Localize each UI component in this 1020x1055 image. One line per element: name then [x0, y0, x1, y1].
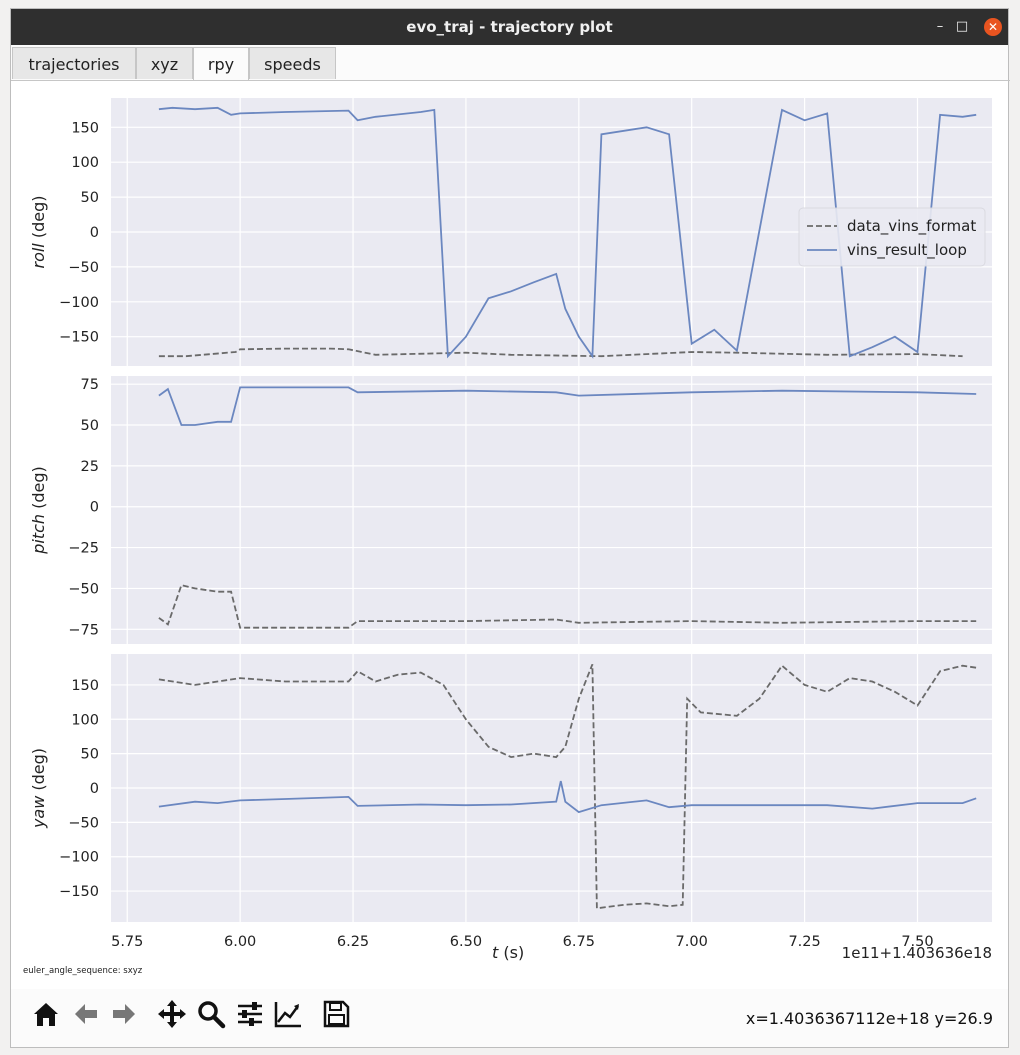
x-tick-label: 7.00: [676, 934, 708, 950]
pitch-series-data-vins-format: [158, 584, 977, 629]
pitch-y-axis-label: pitch (deg): [29, 466, 48, 555]
legend-label-data-vins-format: data_vins_format: [847, 217, 976, 236]
euler-sequence-footnote: euler_angle_sequence: sxyz: [23, 966, 143, 976]
tab-trajectories[interactable]: trajectories: [12, 47, 136, 79]
title-bar: evo_traj - trajectory plot – □ ✕: [11, 9, 1008, 45]
zoom-icon[interactable]: [196, 999, 226, 1029]
yaw-series-data-vins-format: [158, 663, 977, 910]
axes-layer: 150 100 50 0 −50 −100 −150 roll (deg) 75 50 25 0 −25…: [29, 98, 992, 950]
yaw-series-vins-result-loop: [158, 780, 977, 814]
save-icon[interactable]: [321, 999, 351, 1029]
plot-panel: 150 100 50 0 −50 −100 −150 roll (deg) 75 50 25 0 −25…: [11, 80, 1010, 991]
x-tick-label: 7.50: [901, 934, 933, 950]
pitch-y-tick-label: −25: [68, 541, 99, 557]
pitch-y-tick-label: 25: [81, 459, 99, 475]
edit-axis-icon[interactable]: [273, 999, 303, 1029]
yaw-y-tick-label: −100: [59, 850, 99, 866]
x-offset-label: 1e11+1.403636e18: [842, 944, 992, 962]
yaw-y-axis-label: yaw (deg): [29, 748, 48, 829]
rpy-figure[interactable]: 150 100 50 0 −50 −100 −150 roll (deg) 75 50 25 0 −25…: [11, 81, 1008, 990]
pitch-subplot: 75 50 25 0 −25 −50 −75 pitch (deg): [29, 376, 992, 644]
pitch-y-tick-label: 75: [81, 377, 99, 393]
yaw-y-tick-label: 50: [81, 747, 99, 763]
tab-speeds[interactable]: speeds: [249, 47, 336, 79]
x-tick-label: 5.75: [111, 934, 143, 950]
roll-y-tick-label: −150: [59, 330, 99, 346]
x-tick-label: 6.50: [450, 934, 482, 950]
x-tick-label: 6.00: [224, 934, 256, 950]
app-window: evo_traj - trajectory plot – □ ✕ traject…: [10, 8, 1010, 1048]
x-tick-label: 6.25: [337, 934, 369, 950]
tab-xyz[interactable]: xyz: [136, 47, 193, 79]
close-icon[interactable]: ✕: [984, 18, 1002, 36]
forward-icon[interactable]: [109, 999, 139, 1029]
pitch-y-tick-label: 50: [81, 418, 99, 434]
roll-y-tick-label: 0: [90, 225, 99, 241]
roll-y-tick-label: 150: [71, 120, 99, 136]
yaw-y-tick-label: −150: [59, 884, 99, 900]
yaw-y-tick-label: −50: [68, 815, 99, 831]
yaw-y-tick-label: 100: [71, 712, 99, 728]
roll-y-axis-label: roll (deg): [29, 196, 48, 269]
pitch-y-tick-label: 0: [90, 500, 99, 516]
yaw-y-tick-label: 150: [71, 678, 99, 694]
pitch-axes-background: [111, 376, 992, 644]
roll-y-tick-label: −100: [59, 295, 99, 311]
roll-y-tick-label: −50: [68, 260, 99, 276]
back-icon[interactable]: [71, 999, 101, 1029]
navigation-toolbar: x=1.4036367112e+18 y=26.9: [11, 989, 1008, 1047]
legend-label-vins-result-loop: vins_result_loop: [847, 241, 967, 260]
roll-series-vins-result-loop: [158, 106, 977, 359]
window-title: evo_traj - trajectory plot: [406, 18, 613, 36]
cursor-coordinates: x=1.4036367112e+18 y=26.9: [745, 1009, 993, 1028]
pan-icon[interactable]: [157, 999, 187, 1029]
roll-y-tick-label: 50: [81, 190, 99, 206]
home-icon[interactable]: [31, 999, 61, 1029]
maximize-icon[interactable]: □: [955, 19, 969, 34]
pitch-series-vins-result-loop: [158, 386, 977, 426]
roll-series-data-vins-format: [158, 347, 963, 358]
x-axis-label: t (s): [492, 943, 524, 962]
roll-y-tick-label: 100: [71, 155, 99, 171]
x-tick-label: 7.25: [788, 934, 820, 950]
legend: [798, 207, 986, 267]
pitch-y-tick-label: −75: [68, 622, 99, 638]
minimize-icon[interactable]: –: [936, 19, 944, 34]
tab-rpy[interactable]: rpy: [193, 47, 249, 81]
x-tick-label: 6.75: [563, 934, 595, 950]
pitch-y-tick-label: −50: [68, 581, 99, 597]
yaw-subplot: 150 100 50 0 −50 −100 −150 yaw (deg): [29, 654, 992, 922]
configure-subplots-icon[interactable]: [235, 999, 265, 1029]
yaw-y-tick-label: 0: [90, 781, 99, 797]
legend-box: [798, 207, 986, 267]
